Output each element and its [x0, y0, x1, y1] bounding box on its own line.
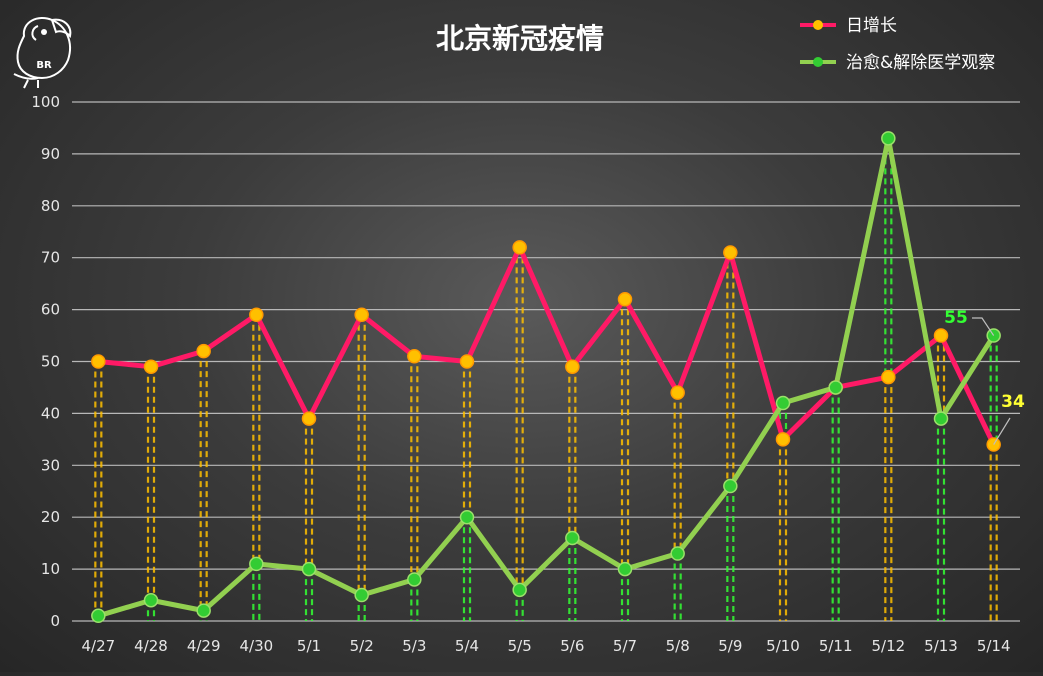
data-point-0	[933, 328, 949, 343]
y-axis-ticks: 0 10 20 30 40 50 60 70 80 90 100	[31, 93, 60, 630]
data-point-1	[881, 131, 896, 146]
legend-marker-recovered	[813, 57, 823, 67]
y-tick-label: 40	[41, 404, 60, 422]
data-point-0	[775, 432, 791, 447]
x-tick-label: 4/29	[187, 637, 221, 655]
x-tick-label: 5/6	[560, 637, 584, 655]
series-layer	[95, 135, 997, 619]
y-tick-label: 10	[41, 560, 60, 578]
y-tick-label: 0	[50, 612, 60, 630]
x-tick-label: 5/8	[666, 637, 690, 655]
data-point-0	[91, 354, 106, 369]
y-tick-label: 20	[41, 508, 60, 526]
data-point-1	[407, 572, 422, 587]
data-point-1	[301, 561, 317, 577]
data-point-0	[249, 307, 264, 323]
legend-label-daily: 日增长	[846, 16, 897, 36]
data-point-1	[512, 582, 527, 598]
data-point-0	[407, 349, 422, 364]
data-point-1	[933, 411, 949, 426]
data-point-0	[617, 291, 633, 307]
x-tick-label: 5/13	[924, 637, 958, 655]
x-tick-label: 5/9	[718, 637, 742, 655]
data-point-1	[565, 530, 580, 546]
legend-item-recovered: 治愈&解除医学观察	[800, 53, 995, 73]
data-label: 34	[1001, 392, 1025, 412]
y-tick-label: 30	[41, 456, 60, 474]
data-label: 55	[944, 308, 968, 328]
data-point-0	[301, 411, 317, 426]
y-tick-label: 60	[41, 301, 60, 319]
data-point-0	[459, 354, 475, 369]
x-tick-label: 5/2	[350, 637, 374, 655]
data-point-0	[723, 245, 738, 260]
data-point-1	[249, 556, 264, 572]
x-tick-label: 5/1	[297, 637, 321, 655]
data-point-1	[143, 592, 159, 608]
y-tick-label: 100	[31, 93, 60, 111]
data-point-1	[459, 509, 475, 525]
y-tick-label: 50	[41, 353, 60, 371]
series-line-1	[95, 135, 997, 619]
series-line-0	[95, 244, 997, 448]
data-point-0	[670, 385, 685, 400]
data-point-1	[670, 546, 685, 561]
y-tick-label: 70	[41, 249, 60, 267]
x-tick-label: 5/5	[508, 637, 532, 655]
legend-item-daily: 日增长	[800, 16, 897, 36]
data-point-0	[512, 240, 527, 255]
legend-label-recovered: 治愈&解除医学观察	[846, 53, 995, 73]
annotation-leader	[993, 417, 1011, 445]
x-tick-label: 4/27	[81, 637, 115, 655]
data-point-1	[775, 395, 791, 411]
data-point-1	[196, 603, 211, 618]
drop-lines-layer	[94, 138, 998, 621]
data-point-0	[881, 369, 896, 385]
x-tick-label: 5/3	[402, 637, 426, 655]
x-tick-label: 5/12	[871, 637, 905, 655]
annotation-leader	[972, 317, 995, 336]
x-tick-label: 5/11	[819, 637, 853, 655]
legend: 日增长 治愈&解除医学观察	[800, 16, 995, 73]
data-point-1	[828, 380, 843, 395]
logo-text: BR	[36, 60, 52, 71]
x-tick-label: 5/4	[455, 637, 479, 655]
data-point-1	[354, 587, 369, 603]
x-tick-label: 5/7	[613, 637, 637, 655]
legend-marker-daily	[813, 20, 823, 30]
y-tick-label: 80	[41, 197, 60, 215]
data-point-0	[354, 307, 369, 323]
x-tick-label: 5/14	[977, 637, 1011, 655]
data-point-1	[617, 561, 633, 577]
data-point-1	[91, 608, 106, 624]
markers-layer	[91, 131, 1001, 624]
x-tick-label: 4/28	[134, 637, 168, 655]
parrot-icon: BR	[13, 17, 72, 89]
chart-title: 北京新冠疫情	[436, 22, 604, 55]
x-tick-label: 4/30	[239, 637, 273, 655]
x-tick-label: 5/10	[766, 637, 800, 655]
data-point-0	[143, 359, 159, 374]
data-point-0	[196, 343, 211, 359]
grid-layer	[72, 101, 1020, 622]
annotations-layer: 55 34	[944, 308, 1025, 445]
y-tick-label: 90	[41, 145, 60, 163]
data-point-1	[723, 478, 738, 494]
x-axis-ticks: 4/27 4/28 4/29 4/30 5/1 5/2 5/3 5/4 5/5 5/6 5/7 5/8…	[81, 637, 1010, 655]
data-point-0	[565, 359, 580, 374]
